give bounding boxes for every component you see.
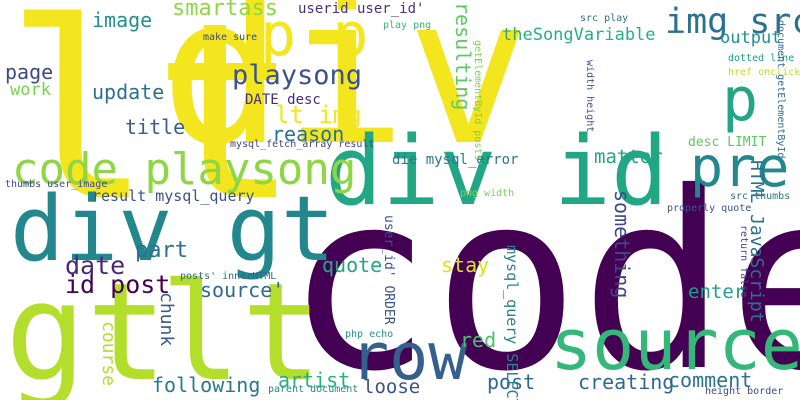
word-cloud-word: loose: [363, 376, 421, 398]
word-cloud-word: die mysql_error: [392, 152, 519, 168]
word-cloud-word: p p: [260, 0, 369, 70]
word-cloud-word: desc LIMIT: [688, 135, 767, 150]
word-cloud-word: properly quote: [667, 203, 752, 214]
word-cloud-word: date: [65, 251, 126, 280]
word-cloud-word: src play: [580, 13, 629, 24]
word-cloud-word: row: [350, 320, 468, 395]
word-cloud-word: posts' innerHTML: [180, 271, 277, 282]
word-cloud-word: div id: [325, 117, 669, 227]
word-cloud-word: mysql_fetch_array result: [230, 139, 375, 150]
word-cloud-word: png width: [460, 188, 515, 199]
word-cloud-word: HTML JavaScript: [746, 160, 767, 323]
word-cloud-word: php echo: [345, 329, 394, 340]
word-cloud-word: work: [10, 80, 51, 100]
word-cloud-word: source': [200, 278, 285, 302]
word-cloud-word: lt: [160, 254, 323, 400]
word-cloud-word: matter: [594, 146, 663, 168]
word-cloud-word: src thumbs: [730, 191, 791, 202]
word-cloud-word: getElementById posts': [472, 40, 483, 167]
word-cloud-word: div gt: [10, 177, 336, 282]
word-cloud-word: dotted line: [728, 53, 795, 64]
word-cloud-word: parent document: [268, 384, 359, 395]
word-cloud-word: resulting: [451, 2, 475, 111]
word-cloud-word: smartass: [172, 0, 278, 21]
word-cloud-word: image: [92, 8, 153, 32]
word-cloud-word: post: [487, 370, 536, 394]
word-cloud-word: course: [98, 321, 119, 387]
word-cloud-word: enter: [688, 281, 746, 303]
word-cloud-word: theSongVariable: [502, 25, 656, 45]
word-cloud-word: creating: [578, 370, 675, 394]
word-cloud-word: source: [550, 304, 800, 386]
word-cloud-word: code playsong: [12, 144, 357, 195]
word-cloud-word: comment: [668, 368, 753, 392]
word-cloud-word: thumbs user_image: [5, 179, 108, 190]
word-cloud-word: width height: [584, 60, 595, 133]
word-cloud-word: page: [5, 60, 54, 84]
word-cloud-word: div: [160, 0, 531, 191]
word-cloud-word: make sure: [203, 32, 258, 43]
word-cloud-word: lt img: [275, 101, 362, 129]
word-cloud-word: artist: [278, 368, 351, 392]
word-cloud-word: stay: [441, 253, 490, 277]
word-cloud-word: p: [722, 65, 759, 135]
word-cloud-word: reason: [272, 122, 345, 146]
word-cloud-word: following: [152, 373, 261, 397]
word-cloud-word: href onclick: [728, 67, 800, 78]
word-cloud-word: lt: [5, 0, 301, 255]
word-cloud-word: quote: [322, 253, 383, 277]
word-cloud-word: mysql_query SELECT: [503, 245, 521, 400]
word-cloud-word: document getElementById: [775, 20, 786, 159]
word-cloud-word: return false: [738, 225, 749, 298]
word-cloud-word: output: [720, 28, 782, 48]
word-cloud-word: DATE desc: [245, 92, 321, 108]
word-cloud-word: result mysql_query: [92, 187, 255, 205]
word-cloud-word: chunk: [156, 292, 177, 347]
word-cloud-word: user_id' ORDER: [381, 215, 396, 325]
word-cloud-word: userid user_id': [298, 1, 425, 17]
word-cloud-word: img src: [665, 2, 800, 42]
word-cloud-word: id post: [65, 270, 171, 299]
word-cloud-word: pre: [690, 135, 790, 199]
word-cloud-word: height border: [705, 386, 784, 397]
word-cloud-word: update: [92, 80, 165, 104]
word-cloud-word: part: [135, 238, 188, 263]
word-cloud-word: red: [460, 328, 497, 352]
word-cloud-word: something: [610, 190, 634, 299]
word-cloud-word: code: [285, 140, 800, 400]
word-cloud-word: playsong: [232, 60, 363, 91]
word-cloud-word: play png: [383, 20, 432, 31]
word-cloud-word: gt: [5, 254, 168, 400]
word-cloud-word: title: [125, 115, 186, 139]
